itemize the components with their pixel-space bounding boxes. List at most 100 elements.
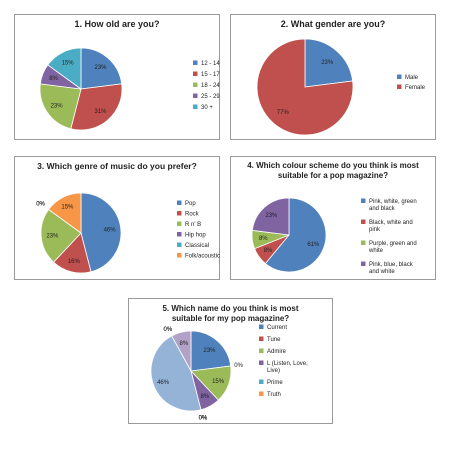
chart-title-name: 5. Which name do you think is most suita… [162, 304, 299, 323]
chart-panel-name: 5. Which name do you think is most suita… [128, 298, 333, 424]
legend-label-current: Current [267, 325, 287, 331]
legend-swatch-current [259, 324, 264, 329]
pie-slice-2 [39, 83, 82, 130]
data-label-2: 23% [51, 104, 64, 110]
data-label-3: 8% [49, 76, 58, 82]
pie-slice-0 [264, 197, 327, 273]
data-label-10: 8% [180, 341, 189, 347]
legend-label-prime: Prime [267, 380, 283, 386]
pie-slice-4 [47, 47, 82, 90]
legend-label-male: Male [405, 75, 419, 81]
legend-label-tune: Tune [267, 337, 281, 343]
legend-label-admire: Admire [267, 349, 287, 355]
chart-title-gender: 2. What gender are you? [280, 19, 386, 29]
legend-swatch-18-24 [193, 82, 198, 87]
pie-slice-2 [40, 208, 82, 263]
legend-label-folk-acoustic: Folk/acoustic [185, 254, 220, 260]
pie-slice-0 [80, 192, 122, 273]
legend-label-12-14: 12 - 14 [201, 61, 220, 67]
legend-label-truth: Truth [267, 392, 281, 398]
data-label-4: 0% [36, 202, 45, 208]
legend-swatch-pink-white-green-and-black [361, 198, 366, 203]
pie-slice-7 [150, 335, 202, 412]
legend-label-pink-white-green-and-black: Pink, white, green and black [369, 199, 417, 212]
legend-swatch-truth [259, 391, 264, 396]
data-label-3: 23% [265, 213, 278, 219]
legend-label-30: 30 + [201, 105, 213, 111]
chart-panel-age: 1. How old are you? 23% 31% 23% 8% 15% 12 - 1… [14, 14, 220, 140]
legend-label-hip-hop: Hip hop [185, 233, 206, 239]
legend-swatch-tune [259, 336, 264, 341]
data-label-6: 0% [199, 415, 208, 421]
chart-panel-colour: 4. Which colour scheme do you think is m… [230, 156, 436, 280]
legend-swatch-classical [177, 242, 182, 247]
chart-title-genre: 3. Which genre of music do you prefer? [37, 161, 197, 171]
data-label-1: 16% [68, 259, 81, 265]
legend-swatch-12-14 [193, 60, 198, 65]
legend-swatch-rock [177, 211, 182, 216]
data-label-9: 0% [164, 327, 173, 333]
pie-slice-0 [80, 47, 123, 90]
legend-swatch-female [397, 84, 402, 89]
pie-slice-0 [190, 330, 232, 372]
legend-label-pop: Pop [185, 201, 196, 207]
data-label-1: 31% [95, 109, 108, 115]
chart-title-colour: 4. Which colour scheme do you think is m… [247, 161, 419, 180]
chart-panel-genre: 3. Which genre of music do you prefer? 4… [14, 156, 220, 280]
pie-chart-colour: 61% 8% 8% 23% Pink, white, green and black Bla… [251, 197, 417, 275]
legend-label-purple-green-and-white: Purple, green and white [368, 241, 417, 254]
legend-label-female: Female [405, 85, 426, 91]
legend-swatch-purple-green-and-white [361, 240, 366, 245]
legend-swatch-hip-hop [177, 232, 182, 237]
data-label-8: 0% [164, 327, 173, 333]
data-label-3: 0% [36, 202, 45, 208]
pie-chart-name: 23%0%15%8%0%0%0%46%0%0%8%CurrentTuneAdmi… [150, 324, 308, 421]
legend-swatch-black-white-and-pink [361, 219, 366, 224]
data-label-3: 8% [201, 394, 210, 400]
data-label-1: 77% [277, 110, 290, 116]
legend-swatch-prime [259, 379, 264, 384]
data-label-0: 23% [95, 65, 108, 71]
pie-slice-3 [251, 197, 290, 236]
data-label-0: 46% [104, 227, 117, 233]
chart-panel-gender: 2. What gender are you? 23% 77% Male Female [230, 14, 436, 140]
data-label-0: 23% [204, 348, 217, 354]
legend-swatch-pink-blue-black-and-white [361, 261, 366, 266]
data-label-0: 61% [307, 242, 320, 248]
legend-swatch-25-29 [193, 93, 198, 98]
pie-slice-0 [304, 38, 354, 88]
pie-slice-1 [70, 83, 123, 131]
chart-title-age: 1. How old are you? [74, 19, 160, 29]
legend-label-15-17: 15 - 17 [201, 72, 220, 78]
legend-label-25-29: 25 - 29 [201, 94, 220, 100]
legend-swatch-admire [259, 348, 264, 353]
data-label-5: 0% [199, 415, 208, 421]
data-label-7: 46% [157, 380, 170, 386]
legend-swatch-r-n-b [177, 221, 182, 226]
legend-swatch-15-17 [193, 71, 198, 76]
pie-chart-gender: 23% 77% Male Female [256, 38, 426, 136]
legend-swatch-l-listen-love-live [259, 360, 264, 365]
legend-label-rock: Rock [185, 212, 200, 218]
legend-label-classical: Classical [185, 243, 209, 249]
pie-chart-age: 23% 31% 23% 8% 15% 12 - 14 15 - 17 18 - 24 25 - … [39, 47, 220, 131]
legend-swatch-male [397, 74, 402, 79]
legend-label-r-n-b: R n' B [185, 222, 201, 228]
data-label-2: 23% [46, 234, 59, 240]
legend-label-pink-blue-black-and-white: Pink, blue, black and white [369, 262, 414, 275]
pie-slice-1 [256, 38, 354, 136]
data-label-0: 23% [321, 60, 334, 66]
data-label-1: 0% [234, 363, 243, 369]
data-label-5: 15% [61, 204, 74, 210]
data-label-1: 8% [264, 248, 273, 254]
legend-label-18-24: 18 - 24 [201, 83, 220, 89]
legend-swatch-30 [193, 104, 198, 109]
data-label-2: 15% [212, 379, 225, 385]
data-label-4: 0% [199, 415, 208, 421]
legend-label-l-listen-love-live: L (Listen, Love, Live) [267, 361, 308, 374]
data-label-4: 15% [62, 61, 75, 67]
legend-label-black-white-and-pink: Black, white and pink [369, 220, 413, 233]
pie-slice-10 [171, 330, 192, 372]
legend-swatch-folk-acoustic [177, 253, 182, 258]
